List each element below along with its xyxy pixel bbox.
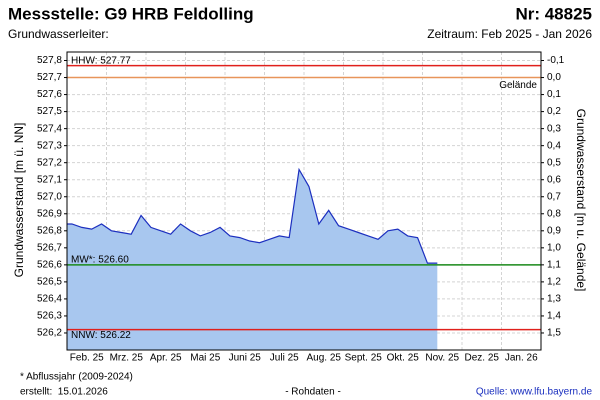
y2-tick-label: 0,7	[547, 191, 561, 202]
y2-tick-label: 1,0	[547, 242, 561, 253]
created-date: erstellt: 15.01.2026	[20, 387, 108, 398]
x-tick-label: Mrz. 25	[110, 353, 144, 364]
y-tick-label: 527,1	[37, 174, 62, 185]
plot-frame	[66, 51, 542, 351]
reference-label: HHW: 527.77	[71, 55, 131, 66]
source: Quelle: www.lfu.bayern.de	[476, 387, 593, 398]
y-tick-label: 526,3	[37, 311, 62, 322]
y2-tick-label: 0,0	[547, 72, 561, 83]
y2-tick-label: 0,9	[547, 225, 561, 236]
y-tick-label: 526,7	[37, 242, 62, 253]
y-tick-label: 526,4	[37, 294, 62, 305]
y-tick-label: 526,8	[37, 225, 62, 236]
y2-tick-label: 0,2	[547, 106, 561, 117]
footnote: * Abflussjahr (2009-2024)	[20, 372, 133, 383]
x-tick-label: Juli 25	[270, 353, 299, 364]
y-tick-label: 527,2	[37, 157, 62, 168]
line	[67, 167, 438, 264]
x-tick-label: Sept. 25	[345, 353, 383, 364]
chart-title: Messstelle: G9 HRB Feldolling	[8, 4, 254, 23]
y2-tick-label: 1,2	[547, 277, 561, 288]
x-tick-label: Jan. 26	[505, 353, 538, 364]
y2-tick-label: 0,1	[547, 89, 561, 100]
y2-tick-label: 1,3	[547, 294, 561, 305]
y2-tick-label: -0,1	[547, 55, 565, 66]
y2-tick-label: 0,3	[547, 123, 561, 134]
y2-tick-label: 0,4	[547, 140, 561, 151]
y2-tick-label: 0,5	[547, 157, 561, 168]
y-tick-label: 527,3	[37, 140, 62, 151]
y-tick-label: 527,7	[37, 72, 62, 83]
y2-tick-label: 1,4	[547, 311, 561, 322]
area	[67, 169, 438, 350]
x-tick-label: Feb. 25	[70, 353, 104, 364]
x-tick-label: Mai 25	[190, 353, 220, 364]
reference-label: Gelände	[499, 80, 537, 91]
y2-tick-label: 1,1	[547, 259, 561, 270]
y-tick-label: 526,9	[37, 208, 62, 219]
y-tick-label: 526,6	[37, 259, 62, 270]
y-axis-label: Grundwasserstand [m ü. NN]	[12, 123, 26, 278]
subtitle: Grundwasserleiter:	[8, 27, 109, 41]
x-tick-label: Apr. 25	[150, 353, 182, 364]
y-tick-label: 526,2	[37, 328, 62, 339]
x-tick-label: Juni 25	[229, 353, 262, 364]
y2-axis-label: Grundwasserstand [m u. Gelände]	[574, 109, 588, 292]
y2-tick-label: 0,6	[547, 174, 561, 185]
x-tick-label: Okt. 25	[387, 353, 420, 364]
y-tick-label: 527,0	[37, 191, 62, 202]
x-tick-label: Dez. 25	[465, 353, 500, 364]
reference-label: MW*: 526.60	[71, 254, 129, 265]
subtitle: Zeitraum: Feb 2025 - Jan 2026	[427, 27, 592, 41]
y-tick-label: 527,8	[37, 55, 62, 66]
y-tick-label: 527,6	[37, 89, 62, 100]
y-tick-label: 527,4	[37, 123, 62, 134]
x-tick-label: Aug. 25	[307, 353, 342, 364]
y-tick-label: 527,5	[37, 106, 62, 117]
y2-tick-label: 0,8	[547, 208, 561, 219]
x-tick-label: Nov. 25	[425, 353, 459, 364]
y2-tick-label: 1,5	[547, 328, 561, 339]
reference-label: NNW: 526.22	[71, 330, 131, 341]
data-note: - Rohdaten -	[285, 387, 341, 398]
station-number: Nr: 48825	[515, 4, 592, 23]
y-tick-label: 526,5	[37, 277, 62, 288]
